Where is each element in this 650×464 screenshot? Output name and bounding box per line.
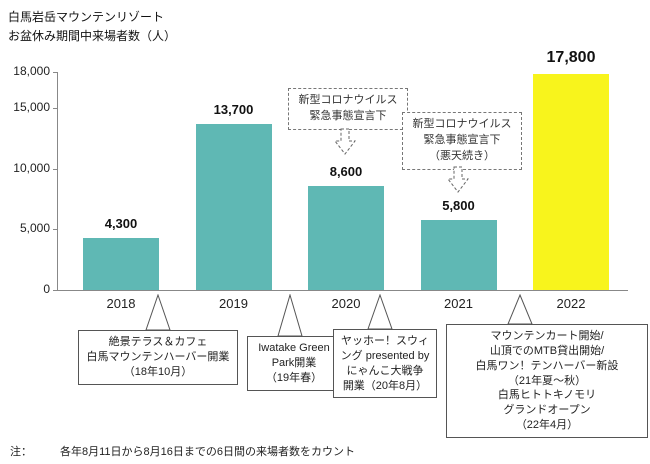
callout-up-arrow-2022-icon	[507, 294, 533, 325]
bar-value-label: 8,600	[329, 164, 363, 179]
dashed-down-arrow-2021-icon	[447, 166, 469, 193]
y-tick-mark	[53, 168, 58, 170]
chart-title: 白馬岩岳マウンテンリゾート お盆休み期間中来場者数（人）	[8, 8, 176, 45]
y-axis-label: 0	[43, 282, 50, 296]
footnote-text: 各年8月11日から8月16日までの6日間の来場者数をカウント	[60, 446, 356, 458]
x-axis-label: 2019	[219, 296, 248, 311]
bar-2019	[195, 124, 272, 290]
footnote-label: 注：	[10, 446, 32, 458]
callout-2022: マウンテンカート開始/ 山頂でのMTB貸出開始/ 白馬ワン！テンハーバー新設 （…	[446, 324, 648, 438]
y-axis-label: 10,000	[13, 160, 50, 175]
bar-2020	[308, 186, 384, 290]
x-axis-label: 2018	[106, 296, 136, 311]
bar-value-label: 5,800	[442, 198, 475, 213]
y-tick-mark	[53, 229, 58, 231]
chart-title-line2: お盆休み期間中来場者数（人）	[8, 28, 177, 43]
callout-2019: Iwatake Green Park開業 （19年春）	[247, 336, 341, 391]
x-axis-label: 2021	[444, 296, 473, 311]
y-tick-mark	[53, 108, 58, 110]
bar-2022	[533, 74, 609, 290]
y-tick-mark	[53, 72, 58, 73]
dashed-down-arrow-2020-icon	[334, 128, 356, 155]
bar-2018	[83, 238, 159, 290]
plot-area: 4,300 2018 13,700 2019 8,600 2020 5,800 2021 17,…	[13, 49, 628, 311]
x-axis-label: 2022	[556, 296, 586, 311]
y-tick-mark	[53, 290, 58, 291]
callout-up-arrow-2019-icon	[277, 294, 303, 337]
bar-value-label: 17,800	[546, 49, 596, 66]
chart-title-line1: 白馬岩岳マウンテンリゾート	[8, 10, 165, 24]
annotation-covid-2021: 新型コロナウイルス 緊急事態宣言下 （悪天続き）	[402, 112, 522, 170]
footnote: 注： 各年8月11日から8月16日までの6日間の来場者数をカウント	[10, 443, 355, 459]
y-axis-label: 18,000	[13, 64, 50, 78]
y-axis-label: 15,000	[13, 100, 50, 115]
bar-value-label: 4,300	[104, 216, 138, 231]
callout-2018: 絶景テラス＆カフェ 白馬マウンテンハーバー開業 （18年10月）	[78, 330, 238, 385]
bar-value-label: 13,700	[213, 102, 254, 117]
callout-2020: ヤッホー！スウィ ング presented by にゃんこ大戦争 開業（20年8…	[333, 329, 437, 399]
annotation-covid-2020: 新型コロナウイルス 緊急事態宣言下	[288, 88, 408, 130]
x-axis-label: 2020	[331, 296, 361, 311]
bar-2021	[420, 220, 497, 290]
callout-up-arrow-2020-icon	[367, 294, 393, 330]
y-axis-label: 5,000	[19, 221, 50, 236]
callout-up-arrow-2018-icon	[145, 294, 171, 331]
